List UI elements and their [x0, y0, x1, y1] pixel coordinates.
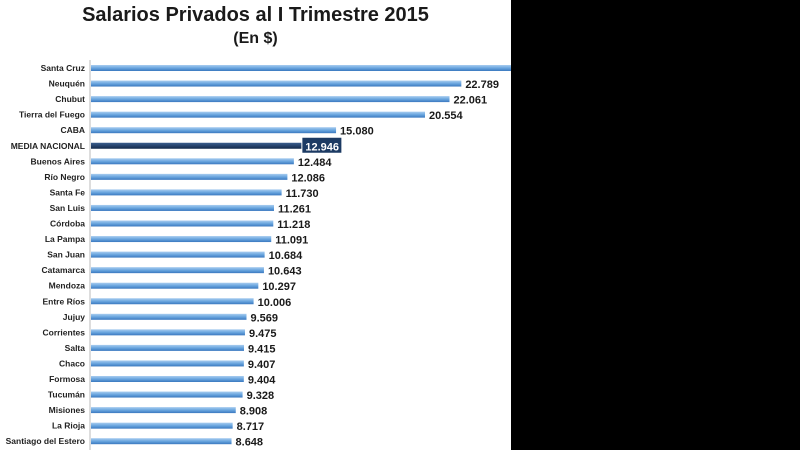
category-label: Catamarca	[42, 265, 86, 275]
category-label: Corrientes	[42, 327, 85, 337]
bar	[91, 438, 232, 445]
value-label: 22.061	[453, 95, 487, 107]
category-label: Río Negro	[44, 172, 85, 182]
value-label: 10.643	[268, 266, 302, 278]
chart-subtitle: (En $)	[233, 30, 278, 47]
bar	[91, 313, 247, 320]
bar	[91, 391, 243, 398]
value-label: 10.297	[262, 281, 296, 293]
category-label: Santiago del Estero	[6, 436, 85, 446]
bar	[91, 422, 233, 429]
bar	[91, 407, 236, 414]
category-label: Misiones	[49, 405, 86, 415]
bar	[91, 127, 337, 134]
bar	[91, 80, 462, 87]
category-label: MEDIA NACIONAL	[11, 141, 85, 151]
value-label: 9.328	[247, 390, 275, 402]
value-label: 12.484	[298, 157, 333, 169]
value-label: 10.006	[258, 297, 292, 309]
bar	[91, 329, 245, 336]
category-label: Santa Fe	[50, 187, 86, 197]
value-label: 8.717	[237, 421, 265, 433]
category-label: Buenos Aires	[31, 156, 86, 166]
value-label: 9.475	[249, 328, 277, 340]
value-label: 11.730	[286, 188, 319, 200]
value-label: 15.080	[340, 126, 374, 138]
chart-panel: Salarios Privados al I Trimestre 2015 (E…	[0, 0, 511, 450]
category-label: Formosa	[49, 374, 85, 384]
category-label: Tierra del Fuego	[19, 110, 85, 120]
bar-chart: Santa Cruz Neuquén 22.789 Chubut 22.061 Tierr…	[6, 60, 511, 450]
category-label: Jujuy	[63, 312, 85, 322]
category-label: Santa Cruz	[41, 63, 85, 73]
bar	[91, 282, 259, 289]
bar-media-nacional	[91, 142, 302, 149]
category-label: La Pampa	[45, 234, 85, 244]
category-label: Salta	[65, 343, 86, 353]
bar	[91, 344, 244, 351]
bar	[91, 96, 450, 103]
bar	[91, 204, 274, 211]
value-label: 8.648	[236, 437, 264, 449]
bar	[91, 236, 272, 243]
category-label: Neuquén	[49, 79, 85, 89]
bar	[91, 360, 244, 367]
value-label: 11.218	[277, 219, 310, 231]
value-label: 9.404	[248, 375, 276, 387]
value-label: 9.415	[248, 343, 276, 355]
category-label: La Rioja	[52, 421, 85, 431]
category-label: Mendoza	[49, 281, 86, 291]
value-label: 8.908	[240, 406, 268, 418]
value-label: 11.261	[278, 203, 311, 215]
value-label: 20.554	[429, 110, 464, 122]
category-label: Chaco	[59, 358, 85, 368]
value-label: 10.684	[269, 250, 304, 262]
bar	[91, 173, 288, 180]
category-label: Córdoba	[50, 219, 85, 229]
bar	[91, 376, 244, 382]
value-label: 22.789	[465, 79, 499, 91]
value-label: 9.407	[248, 359, 276, 371]
category-label: Chubut	[55, 94, 85, 104]
bar	[91, 220, 274, 227]
category-label: Tucumán	[48, 390, 85, 400]
bar	[91, 111, 426, 118]
value-label: 12.086	[291, 172, 325, 184]
bar	[91, 267, 264, 274]
bar	[91, 189, 282, 196]
bar	[91, 298, 254, 305]
highlight-label-bg	[302, 137, 342, 153]
category-label: San Juan	[47, 250, 85, 260]
bar	[91, 158, 294, 165]
category-label: San Luis	[50, 203, 86, 213]
value-label: 12.946	[305, 141, 339, 153]
value-label: 9.569	[250, 312, 278, 324]
bar	[91, 65, 511, 71]
value-label: 11.091	[275, 235, 308, 247]
bar	[91, 251, 265, 258]
category-label: Entre Ríos	[42, 296, 85, 306]
chart-title: Salarios Privados al I Trimestre 2015	[82, 4, 429, 26]
category-label: CABA	[60, 125, 85, 135]
